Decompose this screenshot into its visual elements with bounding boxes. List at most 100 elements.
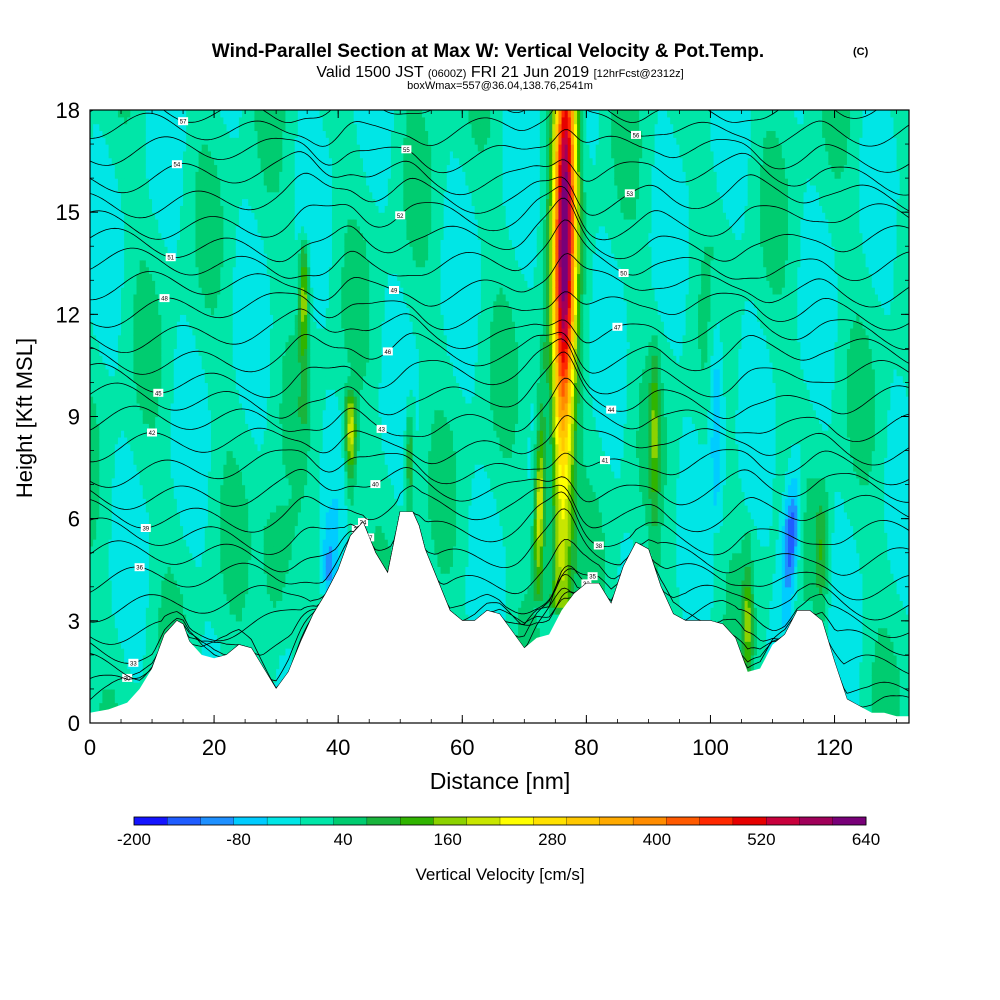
velocity-cell bbox=[105, 362, 110, 370]
velocity-cell bbox=[142, 545, 147, 554]
velocity-cell bbox=[124, 470, 128, 479]
velocity-cell bbox=[161, 259, 166, 268]
velocity-cell bbox=[108, 218, 113, 227]
velocity-cell bbox=[127, 579, 131, 588]
velocity-cell bbox=[102, 273, 107, 281]
velocity-cell bbox=[96, 484, 100, 493]
velocity-cell bbox=[130, 586, 135, 595]
velocity-cell bbox=[170, 218, 175, 227]
velocity-cell bbox=[93, 362, 97, 370]
velocity-cell bbox=[183, 416, 187, 424]
velocity-cell bbox=[189, 593, 193, 601]
velocity-cell bbox=[121, 266, 125, 275]
velocity-cell bbox=[99, 191, 104, 200]
velocity-cell bbox=[161, 225, 166, 234]
velocity-cell bbox=[90, 205, 94, 213]
velocity-cell bbox=[121, 416, 125, 424]
velocity-cell bbox=[145, 607, 150, 615]
velocity-cell bbox=[127, 184, 131, 193]
velocity-cell bbox=[117, 457, 122, 465]
velocity-cell bbox=[96, 491, 100, 499]
velocity-cell bbox=[173, 600, 178, 608]
velocity-cell bbox=[152, 355, 156, 363]
velocity-cell bbox=[152, 579, 156, 588]
velocity-cell bbox=[108, 634, 113, 642]
velocity-cell bbox=[99, 205, 104, 213]
velocity-cell bbox=[102, 607, 107, 615]
velocity-cell bbox=[93, 545, 97, 554]
velocity-cell bbox=[111, 253, 116, 261]
velocity-cell bbox=[186, 450, 190, 458]
velocity-cell bbox=[148, 464, 153, 472]
velocity-cell bbox=[170, 532, 175, 540]
velocity-cell bbox=[183, 362, 187, 370]
velocity-cell bbox=[148, 423, 153, 431]
velocity-cell bbox=[186, 409, 190, 418]
velocity-cell bbox=[105, 144, 110, 152]
velocity-cell bbox=[102, 402, 107, 411]
velocity-cell bbox=[96, 300, 100, 309]
velocity-cell bbox=[111, 620, 116, 629]
velocity-cell bbox=[96, 552, 100, 561]
velocity-cell bbox=[142, 416, 147, 424]
velocity-cell bbox=[130, 573, 135, 581]
velocity-cell bbox=[130, 327, 135, 336]
velocity-cell bbox=[152, 150, 156, 159]
velocity-cell bbox=[99, 661, 104, 670]
velocity-cell bbox=[102, 695, 107, 704]
velocity-cell bbox=[133, 620, 138, 629]
velocity-cell bbox=[96, 661, 100, 670]
velocity-cell bbox=[192, 505, 197, 513]
velocity-cell bbox=[186, 259, 190, 268]
velocity-cell bbox=[183, 430, 187, 438]
velocity-cell bbox=[155, 130, 159, 138]
velocity-cell bbox=[130, 178, 135, 186]
velocity-cell bbox=[133, 552, 138, 561]
velocity-cell bbox=[93, 239, 97, 247]
velocity-cell bbox=[142, 130, 147, 138]
velocity-cell bbox=[105, 470, 110, 479]
velocity-cell bbox=[105, 314, 110, 322]
velocity-cell bbox=[114, 171, 119, 179]
velocity-cell bbox=[133, 184, 138, 193]
velocity-cell bbox=[142, 641, 147, 649]
velocity-cell bbox=[99, 430, 104, 438]
velocity-cell bbox=[133, 314, 138, 322]
velocity-cell bbox=[179, 423, 184, 431]
velocity-cell bbox=[90, 259, 94, 268]
velocity-cell bbox=[121, 450, 125, 458]
velocity-cell bbox=[161, 518, 166, 527]
velocity-cell bbox=[161, 525, 166, 533]
velocity-cell bbox=[108, 327, 113, 336]
velocity-cell bbox=[133, 137, 138, 145]
velocity-cell bbox=[148, 253, 153, 261]
velocity-cell bbox=[121, 110, 125, 118]
velocity-cell bbox=[183, 280, 187, 288]
velocity-cell bbox=[167, 573, 172, 581]
velocity-cell bbox=[133, 164, 138, 172]
velocity-cell bbox=[173, 293, 178, 302]
velocity-cell bbox=[136, 477, 141, 486]
velocity-cell bbox=[192, 280, 197, 288]
velocity-cell bbox=[130, 682, 135, 690]
velocity-cell bbox=[90, 641, 94, 649]
velocity-cell bbox=[117, 477, 122, 486]
velocity-cell bbox=[127, 287, 131, 295]
velocity-cell bbox=[117, 430, 122, 438]
velocity-cell bbox=[183, 382, 187, 390]
velocity-cell bbox=[148, 205, 153, 213]
velocity-cell bbox=[124, 382, 128, 390]
velocity-cell bbox=[170, 423, 175, 431]
velocity-cell bbox=[90, 110, 94, 118]
velocity-cell bbox=[167, 532, 172, 540]
velocity-cell bbox=[90, 368, 94, 377]
velocity-cell bbox=[167, 144, 172, 152]
velocity-cell bbox=[130, 409, 135, 418]
velocity-cell bbox=[93, 116, 97, 125]
velocity-cell bbox=[93, 232, 97, 241]
velocity-cell bbox=[136, 607, 141, 615]
velocity-cell bbox=[173, 409, 178, 418]
velocity-cell bbox=[121, 205, 125, 213]
velocity-cell bbox=[142, 607, 147, 615]
velocity-cell bbox=[158, 586, 162, 595]
